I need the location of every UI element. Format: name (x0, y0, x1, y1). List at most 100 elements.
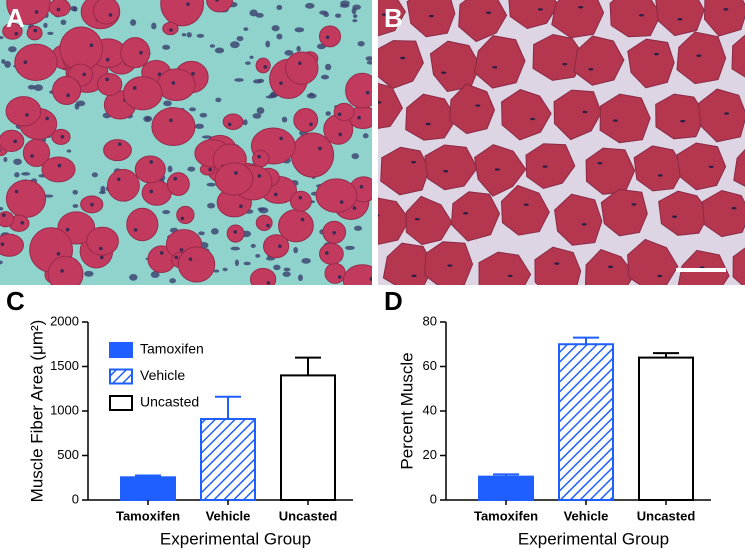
fiber (206, 0, 233, 13)
stroma-nucleus (189, 107, 197, 112)
fiber-nucleus (298, 61, 302, 66)
fiber-nucleus (463, 212, 469, 215)
fiber (0, 211, 15, 228)
stroma-nucleus (143, 115, 153, 123)
fiber-nucleus (352, 206, 357, 210)
fiber-nucleus (89, 43, 94, 48)
fiber-nucleus (132, 86, 137, 90)
fiber (449, 83, 496, 135)
fiber-nucleus (149, 189, 154, 194)
bar (200, 418, 256, 502)
stroma-nucleus (215, 97, 222, 103)
fiber-nucleus (612, 119, 618, 122)
stroma-nucleus (43, 194, 54, 198)
fiber-nucleus (378, 214, 380, 217)
stroma-nucleus (213, 269, 220, 273)
fiber (92, 0, 121, 25)
y-tick-label: 1500 (50, 358, 79, 373)
stroma-nucleus (276, 33, 283, 40)
stroma-nucleus (252, 113, 262, 119)
fiber-nucleus (597, 161, 603, 165)
fiber (255, 214, 273, 231)
fiber (0, 129, 25, 153)
fiber-nucleus (159, 251, 164, 255)
stroma-nucleus (43, 22, 48, 28)
fiber-nucleus (696, 54, 702, 57)
fiber (160, 0, 205, 27)
stroma-nucleus (345, 245, 355, 250)
stroma-nucleus (33, 84, 43, 91)
fiber (698, 88, 745, 143)
fiber-nucleus (274, 192, 278, 197)
stroma-nucleus (187, 166, 196, 172)
fiber-nucleus (507, 274, 513, 278)
fiber (627, 238, 679, 285)
fiber-nucleus (239, 204, 243, 209)
fiber-nucleus (411, 160, 417, 164)
fiber (319, 242, 344, 265)
fiber-nucleus (378, 101, 382, 104)
fiber (14, 43, 58, 81)
fiber-nucleus (338, 132, 343, 137)
fiber (676, 142, 727, 191)
fiber (732, 247, 745, 285)
fiber (573, 35, 625, 86)
stroma-nucleus (305, 2, 315, 9)
stroma-nucleus (293, 246, 298, 254)
stroma-nucleus (72, 204, 79, 209)
fiber-nucleus (105, 57, 110, 62)
fiber (551, 0, 605, 39)
fiber (378, 0, 406, 37)
stroma-nucleus (162, 210, 171, 215)
fiber-nucleus (337, 112, 342, 117)
fiber-nucleus (530, 117, 536, 121)
stroma-nucleus (325, 111, 331, 116)
stroma-nucleus (230, 246, 241, 251)
fiber-nucleus (116, 177, 121, 182)
stroma-nucleus (255, 253, 261, 258)
fiber (5, 96, 42, 127)
fiber-nucleus (588, 68, 594, 71)
stroma-nucleus (222, 267, 228, 272)
stroma-nucleus (210, 228, 219, 235)
fiber-nucleus (309, 122, 313, 127)
fiber-nucleus (677, 18, 683, 21)
fiber-nucleus (542, 165, 548, 168)
fiber (285, 51, 319, 85)
fiber-nucleus (169, 28, 173, 32)
fiber (473, 35, 526, 89)
y-tick-label: 2000 (50, 313, 79, 328)
fiber (553, 89, 602, 141)
fiber-nucleus (215, 0, 219, 2)
stroma-nucleus (206, 182, 216, 187)
stroma-nucleus (201, 135, 212, 139)
fiber-nucleus (578, 6, 584, 9)
stroma-nucleus (271, 25, 280, 32)
fiber-nucleus (99, 255, 104, 260)
fiber (252, 149, 270, 168)
stroma-nucleus (8, 46, 17, 53)
bar (638, 356, 694, 501)
fiber (655, 0, 705, 37)
fiber (500, 184, 550, 236)
fiber (5, 179, 47, 218)
legend-label: Uncasted (140, 394, 199, 410)
legend-swatch (109, 342, 133, 358)
fiber (525, 143, 576, 190)
stroma-nucleus (354, 225, 363, 231)
fiber-nucleus (400, 56, 406, 60)
fiber-nucleus (337, 275, 342, 279)
stroma-nucleus (163, 100, 172, 107)
stroma-nucleus (352, 14, 358, 19)
image-b (378, 0, 745, 285)
x-tick-label: Tamoxifen (474, 508, 538, 523)
stroma-nucleus (249, 9, 258, 17)
fiber (474, 144, 527, 197)
fiber (554, 193, 603, 246)
image-a (0, 0, 372, 285)
fiber-nucleus (30, 154, 34, 158)
stroma-nucleus (21, 172, 31, 176)
fiber-nucleus (57, 163, 62, 168)
stroma-nucleus (249, 55, 254, 59)
